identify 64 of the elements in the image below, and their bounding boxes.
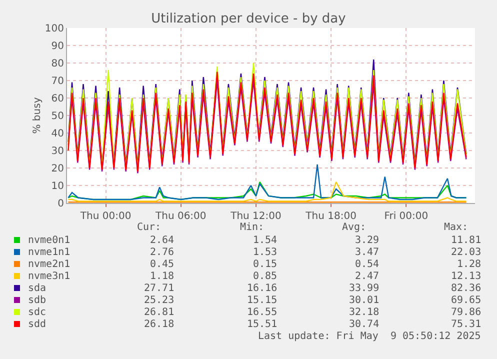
text: 15.51 — [247, 319, 278, 330]
legend-label: sdd — [28, 319, 46, 330]
text: 2.47 — [355, 271, 380, 282]
legend-label: sdc — [28, 307, 46, 318]
text: 11.81 — [451, 235, 482, 246]
text: 2.64 — [150, 235, 174, 246]
legend-label: nvme1n1 — [28, 247, 70, 258]
text: Cur: — [137, 222, 162, 233]
y-tick-label: 30 — [51, 146, 64, 157]
legend-label: nvme3n1 — [28, 271, 70, 282]
text: 0.45 — [150, 259, 174, 270]
text: 22.03 — [451, 247, 482, 258]
text: 30.01 — [349, 295, 380, 306]
text: 0.85 — [253, 271, 278, 282]
text: Avg: — [342, 222, 366, 233]
y-axis-title: % busy — [32, 97, 43, 134]
x-tick-label: Thu 12:00 — [230, 211, 282, 222]
y-tick-label: 90 — [51, 41, 64, 52]
text: 0.15 — [253, 259, 278, 270]
text: 1.18 — [150, 271, 174, 282]
y-tick-label: 70 — [51, 76, 64, 87]
text: 2.76 — [150, 247, 174, 258]
x-tick-label: Fri 00:00 — [384, 211, 428, 222]
text: 30.74 — [349, 319, 380, 330]
y-tick-label: 50 — [51, 111, 64, 122]
text: Last update: Fri May 9 05:50:12 2025 — [258, 331, 481, 342]
y-tick-label: 10 — [51, 181, 64, 192]
x-tick-label: Thu 00:00 — [79, 211, 132, 222]
text: 26.18 — [144, 319, 174, 330]
chart-title: Utilization per device - by day — [151, 12, 346, 27]
text: Min: — [240, 222, 264, 233]
text: 1.53 — [253, 247, 278, 258]
text: 3.29 — [355, 235, 380, 246]
text: 16.55 — [247, 307, 278, 318]
text: 1.28 — [457, 259, 482, 270]
legend-label: sdb — [28, 295, 46, 306]
text: Max: — [444, 222, 468, 233]
y-tick-label: 20 — [51, 164, 64, 174]
text: 69.65 — [451, 295, 482, 306]
text: 0.54 — [355, 259, 380, 270]
legend-label: nvme2n1 — [28, 259, 70, 270]
y-tick-label: 80 — [51, 58, 64, 70]
legend-label: nvme0n1 — [28, 235, 70, 246]
text: 79.86 — [451, 307, 482, 318]
text: 26.81 — [144, 307, 174, 318]
text: 3.47 — [355, 247, 380, 258]
line-series — [68, 164, 467, 200]
text: 82.36 — [451, 283, 482, 294]
y-tick-label: 60 — [51, 94, 64, 104]
text: 16.16 — [247, 283, 278, 294]
x-tick-label: Thu 18:00 — [304, 211, 356, 222]
text: 27.71 — [144, 283, 174, 294]
text: 15.15 — [247, 295, 278, 306]
legend-label: sda — [28, 283, 46, 294]
x-tick-label: Thu 06:00 — [154, 211, 206, 222]
text: 33.99 — [349, 283, 380, 294]
y-tick-label: 0 — [58, 198, 64, 210]
text: 1.54 — [253, 235, 278, 246]
y-tick-label: 100 — [44, 24, 64, 34]
y-tick-label: 40 — [51, 128, 64, 140]
text: 32.18 — [349, 307, 380, 318]
text: 12.13 — [451, 271, 482, 282]
text: 25.23 — [144, 295, 174, 306]
text: 75.31 — [451, 319, 482, 330]
